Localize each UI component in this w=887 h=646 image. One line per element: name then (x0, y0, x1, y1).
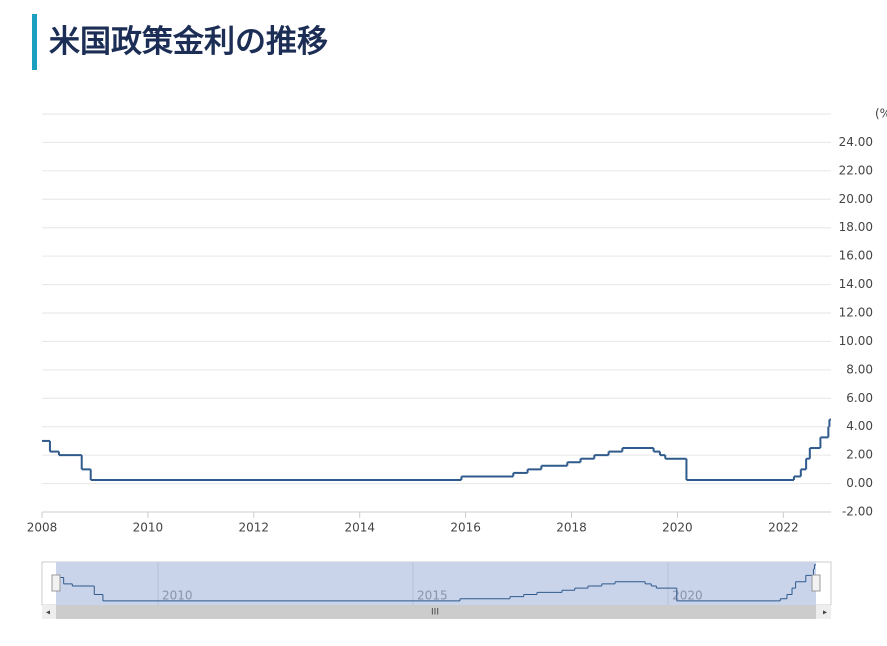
y-tick-label: 22.00 (839, 163, 873, 177)
x-tick-label: 2014 (344, 521, 375, 535)
scrollbar-grip: III (431, 608, 439, 618)
y-tick-label: 8.00 (846, 362, 873, 376)
x-tick-label: 2016 (450, 521, 481, 535)
scroll-left[interactable]: ◂ (46, 608, 50, 617)
y-tick-label: 6.00 (846, 391, 873, 405)
navigator-window[interactable] (56, 562, 816, 605)
navigator-label: 2010 (162, 589, 193, 603)
navigator-label: 2020 (672, 589, 703, 603)
y-tick-label: 12.00 (839, 306, 873, 320)
y-tick-label: 4.00 (846, 419, 873, 433)
y-tick-label: 24.00 (839, 135, 873, 149)
navigator-handle[interactable] (51, 574, 61, 592)
x-tick-label: 2012 (239, 521, 270, 535)
x-tick-label: 2020 (662, 521, 693, 535)
y-tick-label: 16.00 (839, 249, 873, 263)
scrollbar-thumb[interactable] (56, 605, 816, 619)
chart-title: 米国政策金利の推移 (32, 14, 328, 70)
y-tick-label: 20.00 (839, 192, 873, 206)
x-tick-label: 2008 (27, 521, 58, 535)
y-tick-label: 14.00 (839, 277, 873, 291)
y-tick-label: 2.00 (846, 448, 873, 462)
y-tick-label: -2.00 (842, 505, 873, 519)
x-tick-label: 2022 (768, 521, 799, 535)
y-tick-label: 18.00 (839, 220, 873, 234)
scroll-right[interactable]: ▸ (823, 608, 827, 617)
x-tick-label: 2018 (556, 521, 587, 535)
unit-label: (%) (875, 107, 887, 121)
y-tick-label: 0.00 (846, 476, 873, 490)
x-tick-label: 2010 (133, 521, 164, 535)
navigator-handle[interactable] (811, 574, 821, 592)
navigator-label: 2015 (417, 589, 448, 603)
y-tick-label: 10.00 (839, 334, 873, 348)
